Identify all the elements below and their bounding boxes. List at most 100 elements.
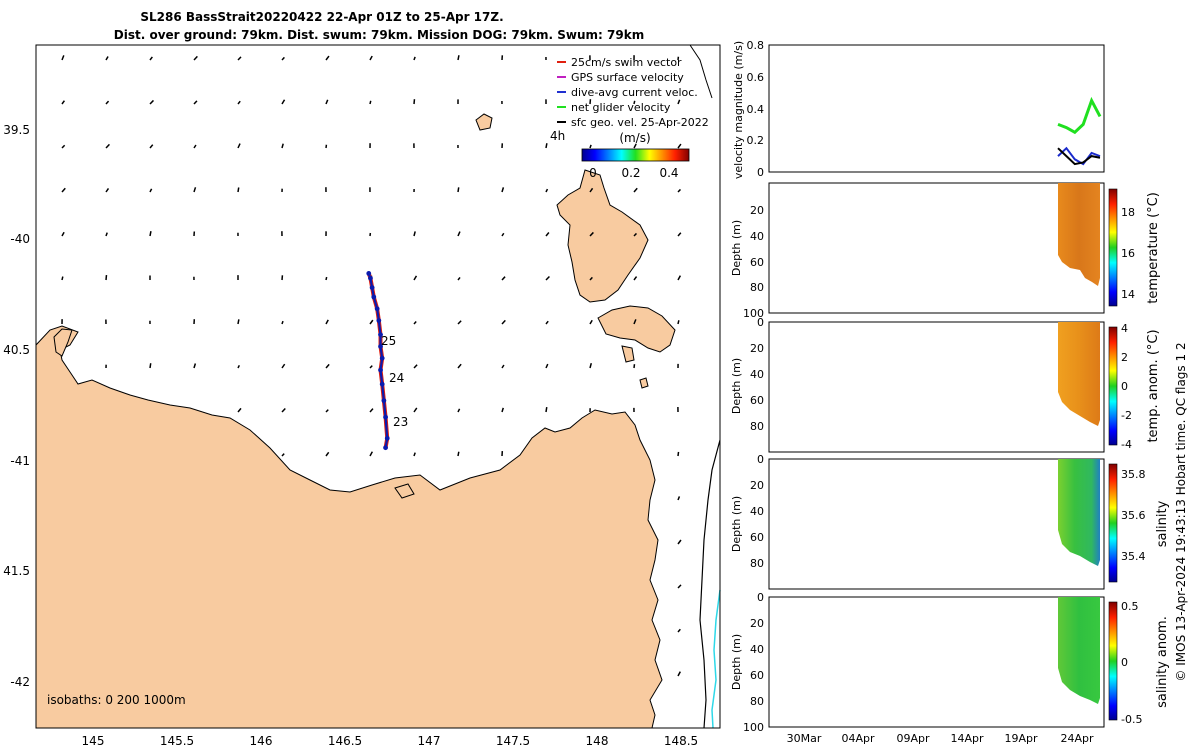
temp-ytick-0: 20 <box>750 204 764 217</box>
vector-mark-58 <box>633 187 638 193</box>
vector-mark-1 <box>105 56 109 61</box>
sala-ytick-5: 100 <box>743 721 764 734</box>
legend-item-net-glider: net glider velocity <box>557 101 671 114</box>
time-tick-1: 04Apr <box>841 732 875 745</box>
temperature-label: temperature (°C) <box>1146 192 1161 304</box>
map-content: 25 24 23 <box>35 44 721 729</box>
track-point-1 <box>384 435 390 441</box>
vector-mark-100 <box>501 319 506 325</box>
sal-ytick-0: 0 <box>757 453 764 466</box>
vector-mark-115 <box>545 363 549 369</box>
vector-mark-95 <box>281 320 284 325</box>
temperature-colorbar <box>1108 188 1118 307</box>
isobath-1000m <box>699 439 721 729</box>
legend-label-swim: 25cm/s swim vector <box>571 56 682 69</box>
vector-mark-0 <box>61 55 65 61</box>
track-point-9 <box>376 318 382 323</box>
sala-cbar-tick-m05: -0.5 <box>1121 713 1142 726</box>
vector-mark-7 <box>369 55 373 61</box>
vector-mark-83 <box>413 275 418 281</box>
vector-mark-41 <box>545 143 548 149</box>
vector-mark-57 <box>589 187 594 193</box>
vector-mark-110 <box>325 363 330 369</box>
temp-depth-ticks: 20 40 60 80 100 <box>743 204 764 320</box>
temp-cbar-tick-14: 14 <box>1121 288 1135 301</box>
sala-cbar-tick-0: 0 <box>1121 656 1128 669</box>
vector-mark-99 <box>457 320 462 325</box>
legend-label-gps: GPS surface velocity <box>571 71 684 84</box>
track-point-8 <box>378 332 383 338</box>
legend-item-swim-vector: 25cm/s swim vector <box>557 56 682 69</box>
vector-mark-113 <box>457 363 462 369</box>
vector-mark-47 <box>149 188 153 193</box>
sala-ytick-3: 60 <box>750 669 764 682</box>
day-label-23: 23 <box>393 415 408 429</box>
map-xtick-3: 146.5 <box>328 734 362 748</box>
legend-label-sfc: sfc geo. vel. 25-Apr-2022 <box>571 116 709 129</box>
sala-ytick-0: 0 <box>757 591 764 604</box>
temp-anom-label: temp. anom. (°C) <box>1146 329 1161 442</box>
vector-mark-85 <box>501 276 506 281</box>
vector-mark-133 <box>413 452 416 457</box>
track-point-2 <box>383 414 388 420</box>
sal-ytick-2: 40 <box>750 505 764 518</box>
map-xtick-5: 147.5 <box>496 734 530 748</box>
sal-ytick-4: 80 <box>750 557 764 570</box>
vector-mark-9 <box>457 55 460 61</box>
vector-mark-139 <box>677 584 682 589</box>
velocity-series-2 <box>1057 147 1101 166</box>
vector-mark-88 <box>633 276 638 281</box>
vector-mark-29 <box>677 99 681 105</box>
temp-ytick-1: 40 <box>750 230 764 243</box>
tanom-cbar-tick-m4: -4 <box>1121 438 1132 451</box>
vector-mark-70 <box>501 232 505 237</box>
salinity-section <box>1058 459 1100 566</box>
vector-mark-97 <box>369 319 374 325</box>
vector-mark-56 <box>545 188 549 193</box>
sal-cbar-tick-358: 35.8 <box>1121 468 1146 481</box>
vector-mark-20 <box>281 99 286 105</box>
legend-hint: 4h <box>550 129 565 143</box>
colorbar-tick-0: 0 <box>589 166 597 180</box>
time-tick-4: 19Apr <box>1004 732 1038 745</box>
temperature-frame <box>768 182 1105 314</box>
sal-cbar-tick-354: 35.4 <box>1121 550 1146 563</box>
colorbar-tick-1: 0.2 <box>621 166 640 180</box>
vector-mark-123 <box>413 407 418 413</box>
vector-mark-59 <box>677 188 682 193</box>
vector-mark-48 <box>193 187 197 193</box>
map-xtick-4: 147 <box>418 734 441 748</box>
tanom-ytick-0: 0 <box>757 316 764 329</box>
vector-mark-16 <box>105 100 110 105</box>
salinity-frame <box>768 458 1105 590</box>
map-colorbar <box>581 148 690 162</box>
map-xtick-1: 145.5 <box>160 734 194 748</box>
day-label-25: 25 <box>381 334 396 348</box>
sal-cbar-tick-356: 35.6 <box>1121 509 1146 522</box>
vector-mark-6 <box>325 55 330 61</box>
isobath-north <box>689 44 713 99</box>
vector-mark-18 <box>193 100 198 105</box>
temp-cbar-tick-18: 18 <box>1121 206 1135 219</box>
track-point-11 <box>371 294 377 300</box>
title-line-1: SL286 BassStrait20220422 22-Apr 01Z to 2… <box>140 10 503 24</box>
vector-mark-54 <box>457 187 460 193</box>
vector-mark-94 <box>237 319 240 325</box>
vector-mark-111 <box>369 365 373 369</box>
vector-mark-114 <box>501 364 505 369</box>
vector-mark-108 <box>237 364 241 369</box>
vector-mark-73 <box>633 232 638 237</box>
velocity-panel: 0.8 0.6 0.4 0.2 0 velocity magnitude (m/… <box>732 39 1105 179</box>
vector-mark-121 <box>325 409 329 413</box>
map-ytick-4: 41.5 <box>3 564 30 578</box>
track-point-10 <box>374 306 380 312</box>
temp-anom-frame <box>768 321 1105 453</box>
vector-mark-19 <box>237 100 241 105</box>
vector-mark-120 <box>281 407 286 413</box>
vector-mark-130 <box>281 453 285 457</box>
time-tick-0: 30Mar <box>787 732 822 745</box>
track-point-14 <box>366 271 372 276</box>
colorbar-tick-2: 0.4 <box>659 166 678 180</box>
vector-mark-126 <box>545 406 548 413</box>
vector-mark-30 <box>61 144 66 149</box>
